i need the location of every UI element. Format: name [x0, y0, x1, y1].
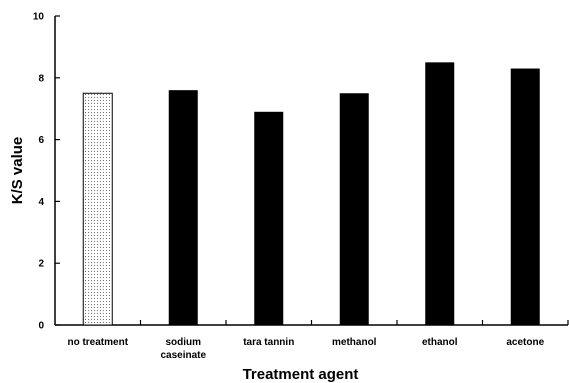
y-tick-label: 10: [33, 12, 45, 23]
labels: 0 2 4 6 8 10 no treatment sodium caseinate tara t…: [33, 12, 545, 362]
y-axis-title: K/S value: [9, 137, 26, 205]
bar: [168, 90, 198, 325]
axes: [54, 15, 569, 326]
x-tick-label: caseinate: [160, 350, 206, 361]
x-tick-label: sodium: [165, 337, 201, 348]
bar: [510, 68, 540, 325]
y-tick-label: 6: [38, 135, 44, 146]
x-tick-label: tara tannin: [243, 337, 294, 348]
bar: [339, 93, 369, 325]
x-tick-label: acetone: [506, 337, 544, 348]
x-tick-label: no treatment: [67, 337, 128, 348]
bar: [254, 111, 284, 325]
y-tick-label: 8: [38, 73, 44, 84]
bars: [82, 62, 540, 326]
x-tick-label: ethanol: [422, 337, 458, 348]
y-tick-label: 2: [38, 259, 44, 270]
x-axis-title: Treatment agent: [243, 366, 359, 383]
y-tick-label: 4: [38, 197, 44, 208]
y-tick-label: 0: [38, 321, 44, 332]
bar: [82, 92, 113, 326]
bar: [425, 62, 455, 325]
x-tick-label: methanol: [332, 337, 377, 348]
